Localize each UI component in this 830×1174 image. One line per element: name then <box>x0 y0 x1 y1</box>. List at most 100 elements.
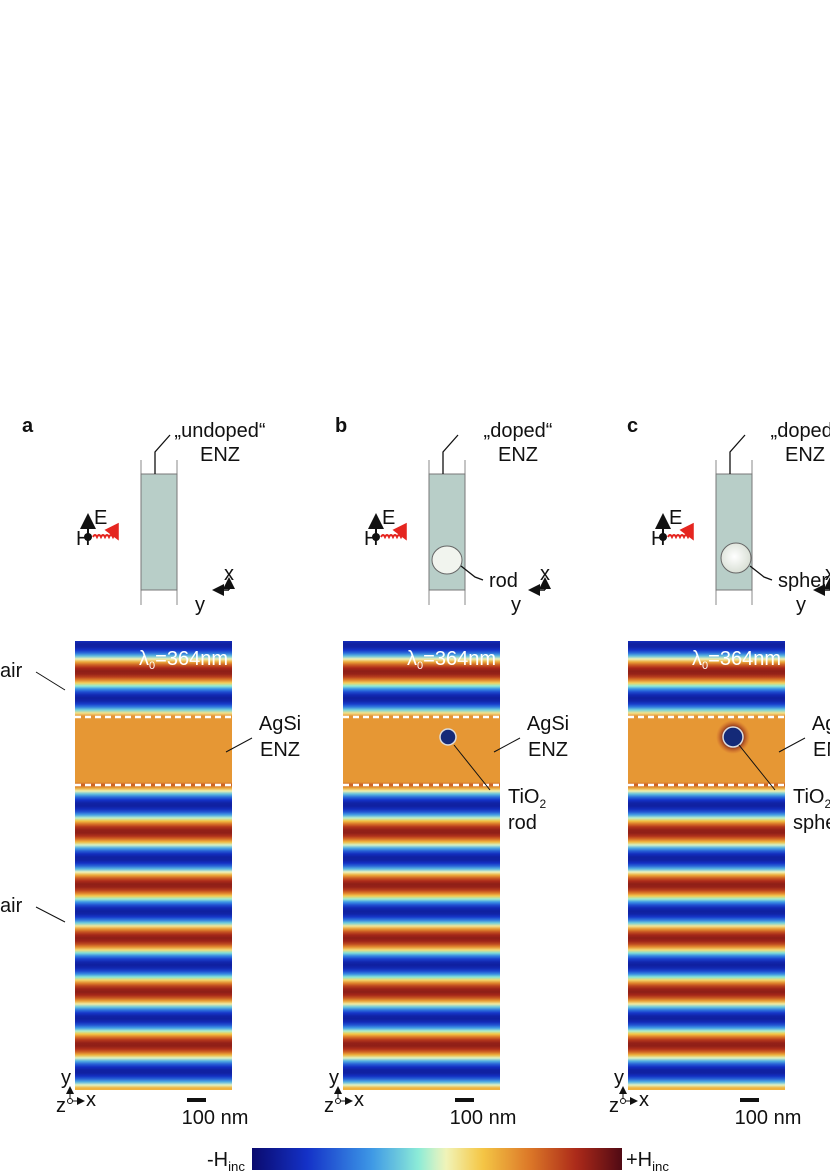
scale-label: 100 nm <box>450 1107 517 1129</box>
axis-label: z <box>56 1095 66 1117</box>
axis-label: z <box>609 1095 619 1117</box>
h-dot <box>84 533 92 541</box>
layer-label: AgSi <box>527 713 569 735</box>
field-map <box>75 641 232 1090</box>
k-wave <box>92 522 119 541</box>
wavelength: λ0=364nm <box>407 648 496 672</box>
axis-label: y <box>195 594 205 616</box>
colorbar <box>252 1148 622 1170</box>
axis-label: x <box>540 563 550 585</box>
text-sub: 0 <box>702 660 708 672</box>
axis-label: x <box>224 563 234 585</box>
text-main: -H <box>207 1149 228 1171</box>
text-main: =364nm <box>155 648 228 670</box>
axis-label: y <box>614 1067 624 1089</box>
text-sub: 0 <box>149 660 155 672</box>
inclusion-label: sphere <box>778 570 830 592</box>
axis-label: y <box>61 1067 71 1089</box>
h-label: H <box>651 528 665 550</box>
inclusion <box>431 545 463 575</box>
k-wave <box>380 522 407 541</box>
k-wave <box>667 522 694 541</box>
panel-letter: b <box>335 415 347 437</box>
panel-letter: a <box>22 415 34 437</box>
panel-letter: c <box>627 415 638 437</box>
inclusion-shape: rod <box>508 812 537 834</box>
h-label: H <box>76 528 90 550</box>
scale-label: 100 nm <box>182 1107 249 1129</box>
leader <box>460 565 484 581</box>
h-dot <box>372 533 380 541</box>
text-main: =364nm <box>708 648 781 670</box>
z-dot <box>620 1098 626 1104</box>
text-main: TiO <box>508 786 539 808</box>
schematic-label: ENZ <box>785 444 825 466</box>
axis-label: y <box>796 594 806 616</box>
wavelength: λ0=364nm <box>692 648 781 672</box>
leader <box>442 434 459 474</box>
z-dot <box>67 1098 73 1104</box>
leader <box>225 737 253 753</box>
text-main: λ <box>692 648 702 670</box>
axis-label: z <box>324 1095 334 1117</box>
schematic-label: „undoped“ <box>174 420 265 442</box>
text-main: TiO <box>793 786 824 808</box>
text-sub: 2 <box>824 797 830 811</box>
h-dot <box>659 533 667 541</box>
inclusion-label: rod <box>489 570 518 592</box>
e-label: E <box>94 507 107 529</box>
schematic-label: ENZ <box>200 444 240 466</box>
axis-label: x <box>354 1089 364 1111</box>
text-main: +H <box>626 1149 652 1171</box>
text-main: λ <box>407 648 417 670</box>
air-label: air <box>0 660 23 682</box>
leader <box>738 744 776 791</box>
e-label: E <box>669 507 682 529</box>
inclusion-name: TiO2 <box>793 786 830 811</box>
leader <box>729 434 746 474</box>
leader <box>35 671 66 691</box>
leader <box>35 906 66 923</box>
leader <box>493 737 521 753</box>
colorbar-max: +Hinc <box>626 1149 669 1174</box>
leader <box>778 737 806 753</box>
text-sub: inc <box>652 1159 669 1174</box>
text-main: λ <box>139 648 149 670</box>
axis-label: x <box>825 563 830 585</box>
e-label: E <box>382 507 395 529</box>
leader <box>749 565 773 581</box>
axis-label: y <box>329 1067 339 1089</box>
schematic-label: „doped“ <box>484 420 553 442</box>
z-dot <box>335 1098 341 1104</box>
schematic-label: „doped“ <box>771 420 830 442</box>
leader <box>154 434 171 474</box>
field-map <box>343 641 500 1090</box>
text-main: =364nm <box>423 648 496 670</box>
layer-label: ENZ <box>813 739 830 761</box>
wavelength: λ0=364nm <box>139 648 228 672</box>
layer-label: ENZ <box>260 739 300 761</box>
field-map <box>628 641 785 1090</box>
text-sub: inc <box>228 1159 245 1174</box>
colorbar-min: -Hinc <box>207 1149 245 1174</box>
scale-label: 100 nm <box>735 1107 802 1129</box>
layer-label: AgSi <box>259 713 301 735</box>
inclusion <box>722 726 744 748</box>
inclusion <box>720 542 752 574</box>
axis-label: y <box>511 594 521 616</box>
h-label: H <box>364 528 378 550</box>
axis-label: x <box>86 1089 96 1111</box>
leader <box>453 744 491 791</box>
inclusion-name: TiO2 <box>508 786 546 811</box>
inclusion-shape: sphere <box>793 812 830 834</box>
axis-label: x <box>639 1089 649 1111</box>
layer-label: ENZ <box>528 739 568 761</box>
layer-label: AgSi <box>812 713 830 735</box>
air-label: air <box>0 895 23 917</box>
text-sub: 0 <box>417 660 423 672</box>
inclusion <box>439 728 457 746</box>
enz-slab <box>140 473 178 591</box>
text-sub: 2 <box>539 797 546 811</box>
schematic-label: ENZ <box>498 444 538 466</box>
